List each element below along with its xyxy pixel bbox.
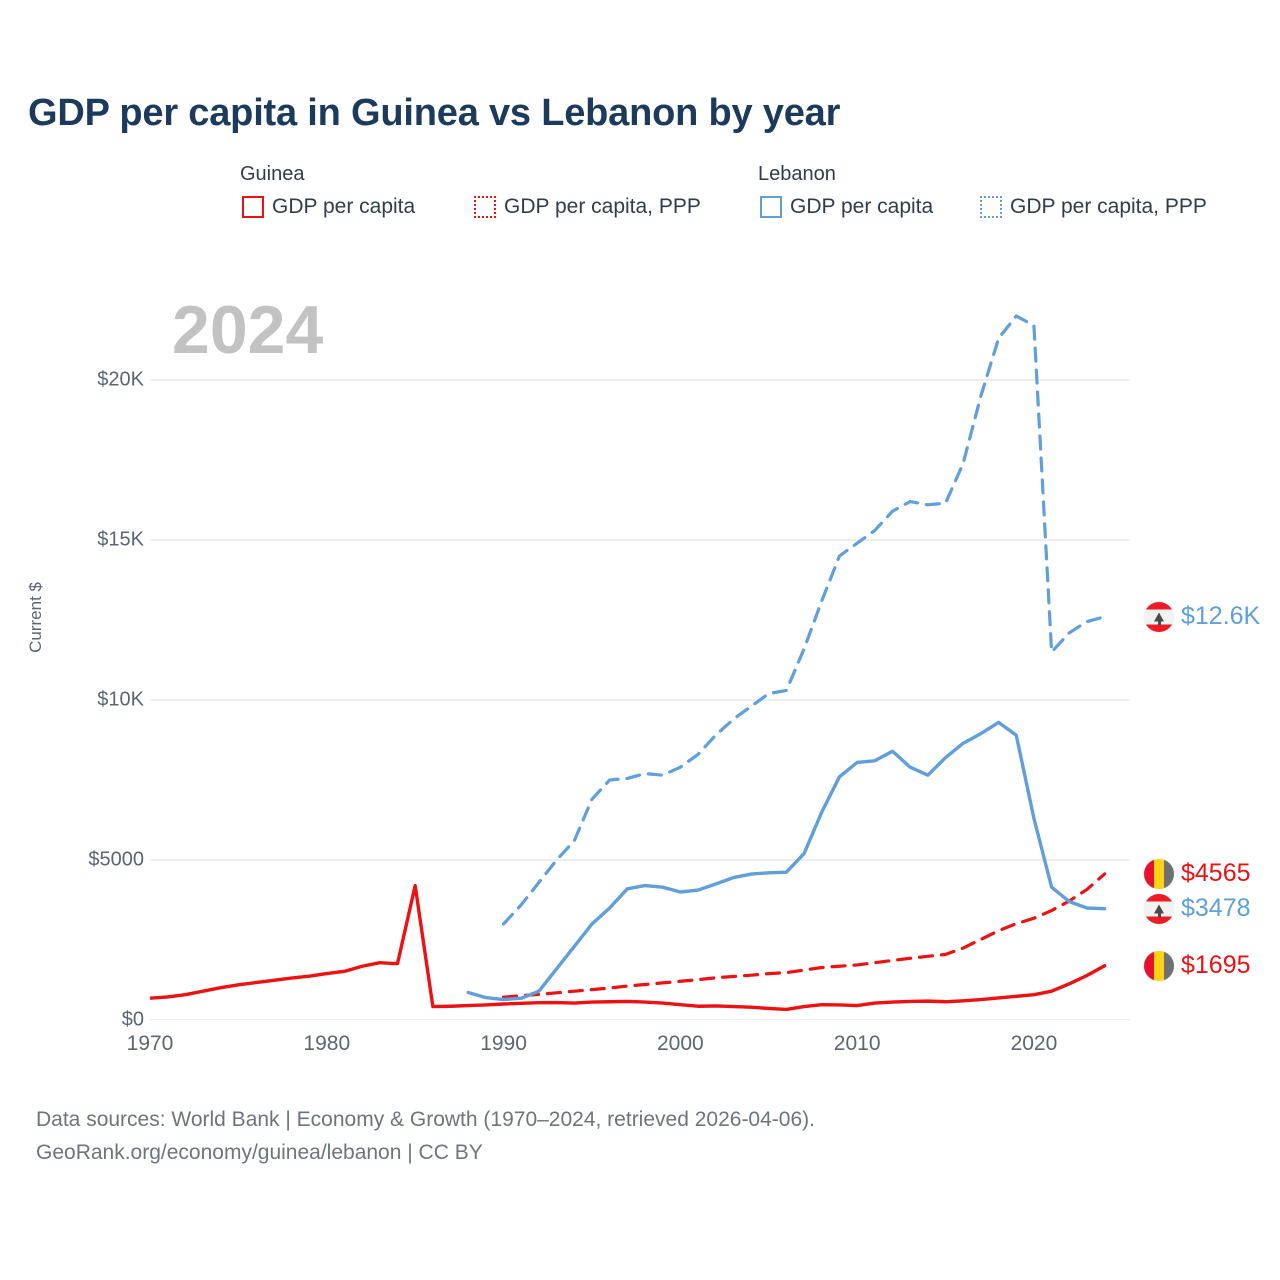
x-axis-ticks: 1970 1980 1990 2000 2010 2020	[127, 1032, 1140, 1062]
legend-label: GDP per capita	[272, 195, 416, 218]
end-label-value: $12.6K	[1181, 602, 1261, 631]
guinea-flag-icon	[1144, 950, 1174, 981]
legend-swatch-solid-red-icon	[242, 196, 264, 218]
lebanon-flag-icon	[1144, 893, 1174, 924]
footer-line-2: GeoRank.org/economy/guinea/lebanon | CC …	[36, 1140, 483, 1164]
legend-item-guinea-ppp[interactable]: GDP per capita, PPP	[474, 195, 701, 219]
legend-item-lebanon-ppp[interactable]: GDP per capita, PPP	[980, 195, 1207, 219]
cedar-icon	[1154, 904, 1164, 918]
x-tick-label: 2020	[1010, 1032, 1058, 1055]
end-label-guinea-gdp: $1695	[1144, 950, 1251, 981]
legend-swatch-dotted-red-icon	[474, 196, 496, 218]
y-tick-label: $0	[121, 1008, 144, 1031]
x-tick-label: 2010	[833, 1032, 881, 1055]
series-line	[501, 872, 1107, 999]
legend-item-lebanon-gdp[interactable]: GDP per capita	[760, 195, 933, 219]
y-tick-label: $15K	[97, 528, 144, 551]
y-tick-label: $10K	[97, 688, 144, 711]
footer-line-1: Data sources: World Bank | Economy & Gro…	[36, 1108, 815, 1131]
chart-canvas	[150, 314, 1130, 1020]
x-tick-label: 2000	[656, 1032, 704, 1055]
series-line	[501, 314, 1107, 926]
legend-label: GDP per capita	[790, 195, 934, 218]
footer-credits: Data sources: World Bank | Economy & Gro…	[36, 1104, 815, 1169]
x-tick-label: 1980	[303, 1032, 351, 1055]
series-line	[466, 720, 1107, 1002]
legend-group-lebanon: Lebanon	[758, 163, 836, 185]
y-axis-ticks: $0 $5000 $10K $15K $20K	[0, 300, 144, 1031]
x-tick-label: 1990	[480, 1032, 527, 1055]
guinea-flag-icon	[1144, 858, 1174, 889]
plot-area	[150, 300, 1140, 1020]
legend-label: GDP per capita, PPP	[504, 195, 701, 218]
legend-label: GDP per capita, PPP	[1010, 195, 1207, 218]
page-title: GDP per capita in Guinea vs Lebanon by y…	[28, 92, 841, 134]
year-watermark: 2024	[172, 292, 324, 368]
y-tick-label: $5000	[88, 848, 144, 871]
series-line	[150, 883, 1107, 1012]
chart-legend: Guinea Lebanon GDP per capita GDP per ca…	[240, 163, 1260, 229]
end-label-value: $3478	[1181, 894, 1251, 923]
end-label-guinea-ppp: $4565	[1144, 858, 1251, 889]
legend-item-guinea-gdp[interactable]: GDP per capita	[242, 195, 415, 219]
legend-group-guinea: Guinea	[240, 163, 305, 185]
cedar-icon	[1154, 612, 1164, 626]
end-label-value: $4565	[1181, 859, 1251, 888]
end-label-value: $1695	[1181, 951, 1251, 980]
end-label-lebanon-ppp: $12.6K	[1144, 601, 1261, 632]
legend-swatch-solid-blue-icon	[760, 196, 782, 218]
legend-swatch-dotted-blue-icon	[980, 196, 1002, 218]
end-label-lebanon-gdp: $3478	[1144, 893, 1251, 924]
lebanon-flag-icon	[1144, 601, 1174, 632]
x-tick-label: 1970	[126, 1032, 174, 1055]
y-tick-label: $20K	[97, 368, 144, 391]
